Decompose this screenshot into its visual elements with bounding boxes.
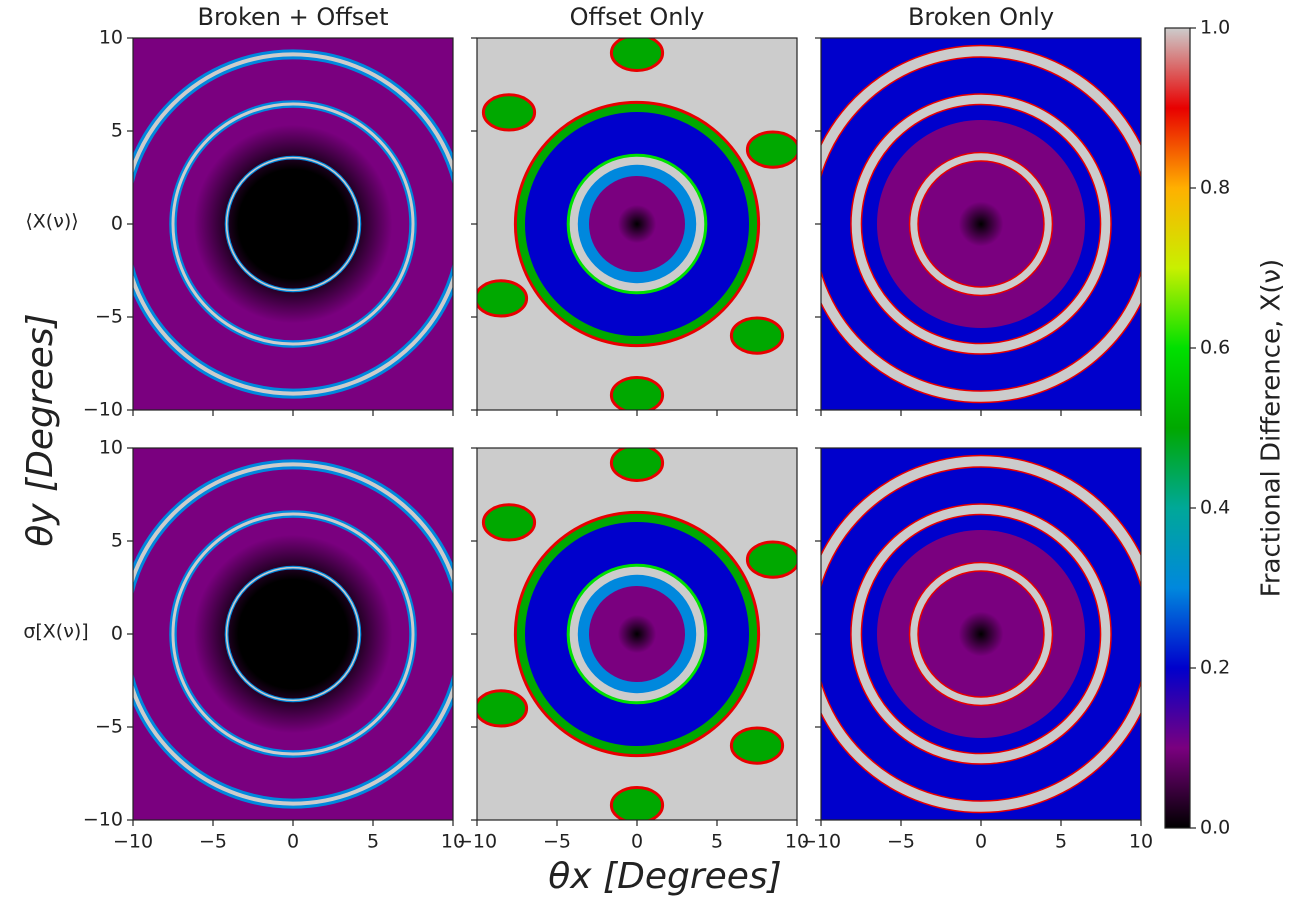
y-tick-label: 0 [111,213,123,235]
colorbar-tick-label: 0.6 [1200,337,1230,359]
x-tick-label: 0 [287,831,299,853]
y-tick-label: −5 [95,716,123,738]
heatmap-panel [133,448,453,820]
heatmap-panel [477,38,797,410]
x-tick-label: 5 [1055,831,1067,853]
colorbar-tick-label: 0.0 [1200,817,1230,839]
colorbar-label: Fractional Difference, X(ν) [1257,259,1287,597]
x-tick-label: −5 [887,831,915,853]
y-tick-label: 0 [111,623,123,645]
x-tick-label: 10 [441,831,465,853]
x-axis-label: θx [Degrees] [548,856,781,897]
colorbar-tick-label: 1.0 [1200,17,1230,39]
x-tick-label: 0 [975,831,987,853]
colorbar-tick-label: 0.2 [1200,657,1230,679]
x-tick-label: 5 [711,831,723,853]
y-tick-label: −10 [83,399,123,421]
colorbar-tick-label: 0.4 [1200,497,1230,519]
row-label: σ[X(ν)] [23,621,88,643]
x-tick-label: 10 [1129,831,1153,853]
x-tick-label: 5 [367,831,379,853]
x-tick-label: −10 [801,831,841,853]
x-tick-label: −10 [113,831,153,853]
x-tick-label: −5 [199,831,227,853]
heatmap-panel [477,448,797,820]
column-title: Broken + Offset [198,3,389,31]
y-tick-label: 10 [99,27,123,49]
y-axis-label: θy [Degrees] [20,313,61,546]
colorbar [1164,27,1191,829]
column-title: Offset Only [570,3,705,31]
heatmap-panel [821,38,1141,410]
y-tick-label: 5 [111,530,123,552]
x-tick-label: −5 [543,831,571,853]
row-label: ⟨X(ν)⟩ [25,211,78,233]
x-tick-label: 10 [785,831,809,853]
column-title: Broken Only [908,3,1054,31]
colorbar-tick-label: 0.8 [1200,177,1230,199]
y-tick-label: 5 [111,120,123,142]
x-tick-label: −10 [457,831,497,853]
y-tick-label: 10 [99,437,123,459]
y-tick-label: −10 [83,809,123,831]
y-tick-label: −5 [95,306,123,328]
x-tick-label: 0 [631,831,643,853]
heatmap-panel [133,38,453,410]
heatmap-panel [821,448,1141,820]
